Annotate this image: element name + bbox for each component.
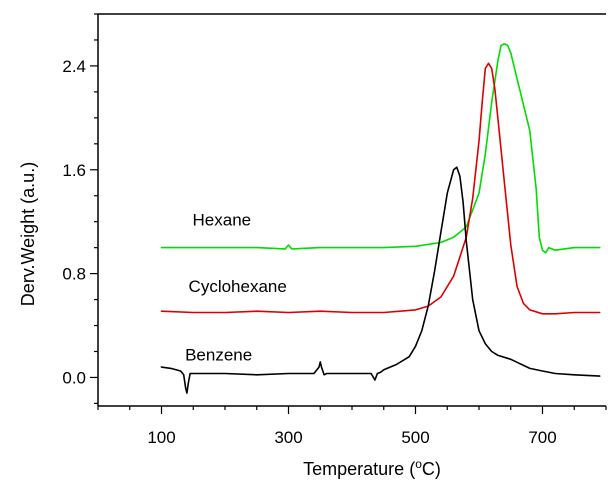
x-axis-label-unit-superscript: o [415,457,422,471]
y-axis-label: Derv.Weight (a.u.) [18,162,38,306]
y-tick-label: 1.6 [62,161,86,180]
y-tick-label: 0.0 [62,368,86,387]
x-axis-ticks: 100 300 500 700 [97,406,607,447]
series-layer [160,43,601,394]
x-tick-label: 700 [528,428,556,447]
x-tick-label: 300 [274,428,302,447]
series-line-hexane [160,43,601,254]
series-line-cyclohexane [160,62,601,315]
series-label-cyclohexane: Cyclohexane [189,277,287,296]
y-axis-ticks: 0.0 0.8 1.6 2.4 [62,13,98,405]
series-line-benzene [160,166,601,394]
y-tick-label: 2.4 [62,57,86,76]
x-tick-label: 500 [401,428,429,447]
x-tick-label: 100 [147,428,175,447]
x-axis-label: Temperature (oC) [303,457,441,479]
series-label-benzene: Benzene [185,346,252,365]
x-axis-label-unit-prefix: ( [404,459,415,479]
x-axis-label-main: Temperature [303,459,404,479]
y-tick-label: 0.8 [62,265,86,284]
series-label-hexane: Hexane [193,211,252,230]
plot-frame [97,13,606,407]
x-axis-label-unit-suffix: C) [422,459,441,479]
series-labels: Hexane Cyclohexane Benzene [185,211,287,365]
